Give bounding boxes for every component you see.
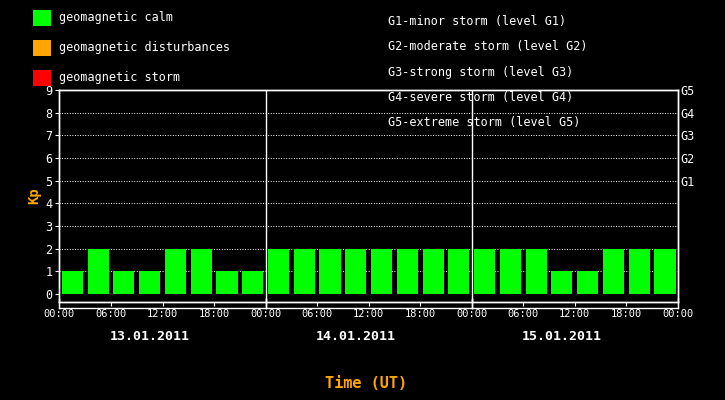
Bar [371,249,392,294]
Text: G3-strong storm (level G3): G3-strong storm (level G3) [388,66,573,78]
Bar [320,249,341,294]
Text: Time (UT): Time (UT) [325,376,407,391]
Bar [474,249,495,294]
Bar [423,249,444,294]
Text: geomagnetic disturbances: geomagnetic disturbances [59,42,231,54]
Bar [191,249,212,294]
Bar [216,271,238,294]
Y-axis label: Kp: Kp [28,188,41,204]
Bar [397,249,418,294]
Text: G1-minor storm (level G1): G1-minor storm (level G1) [388,15,566,28]
Text: 14.01.2011: 14.01.2011 [316,330,396,343]
Bar [345,249,366,294]
Text: geomagnetic storm: geomagnetic storm [59,72,181,84]
Bar [526,249,547,294]
Bar [294,249,315,294]
Bar [88,249,109,294]
Text: 15.01.2011: 15.01.2011 [522,330,602,343]
Bar [165,249,186,294]
Bar [500,249,521,294]
Text: G2-moderate storm (level G2): G2-moderate storm (level G2) [388,40,587,53]
Bar [629,249,650,294]
Bar [577,271,598,294]
Text: geomagnetic calm: geomagnetic calm [59,12,173,24]
Bar [603,249,624,294]
Bar [448,249,469,294]
Bar [268,249,289,294]
Text: G5-extreme storm (level G5): G5-extreme storm (level G5) [388,116,580,129]
Text: 13.01.2011: 13.01.2011 [109,330,190,343]
Bar [655,249,676,294]
Bar [551,271,573,294]
Bar [62,271,83,294]
Text: G4-severe storm (level G4): G4-severe storm (level G4) [388,91,573,104]
Bar [113,271,134,294]
Bar [139,271,160,294]
Bar [242,271,263,294]
